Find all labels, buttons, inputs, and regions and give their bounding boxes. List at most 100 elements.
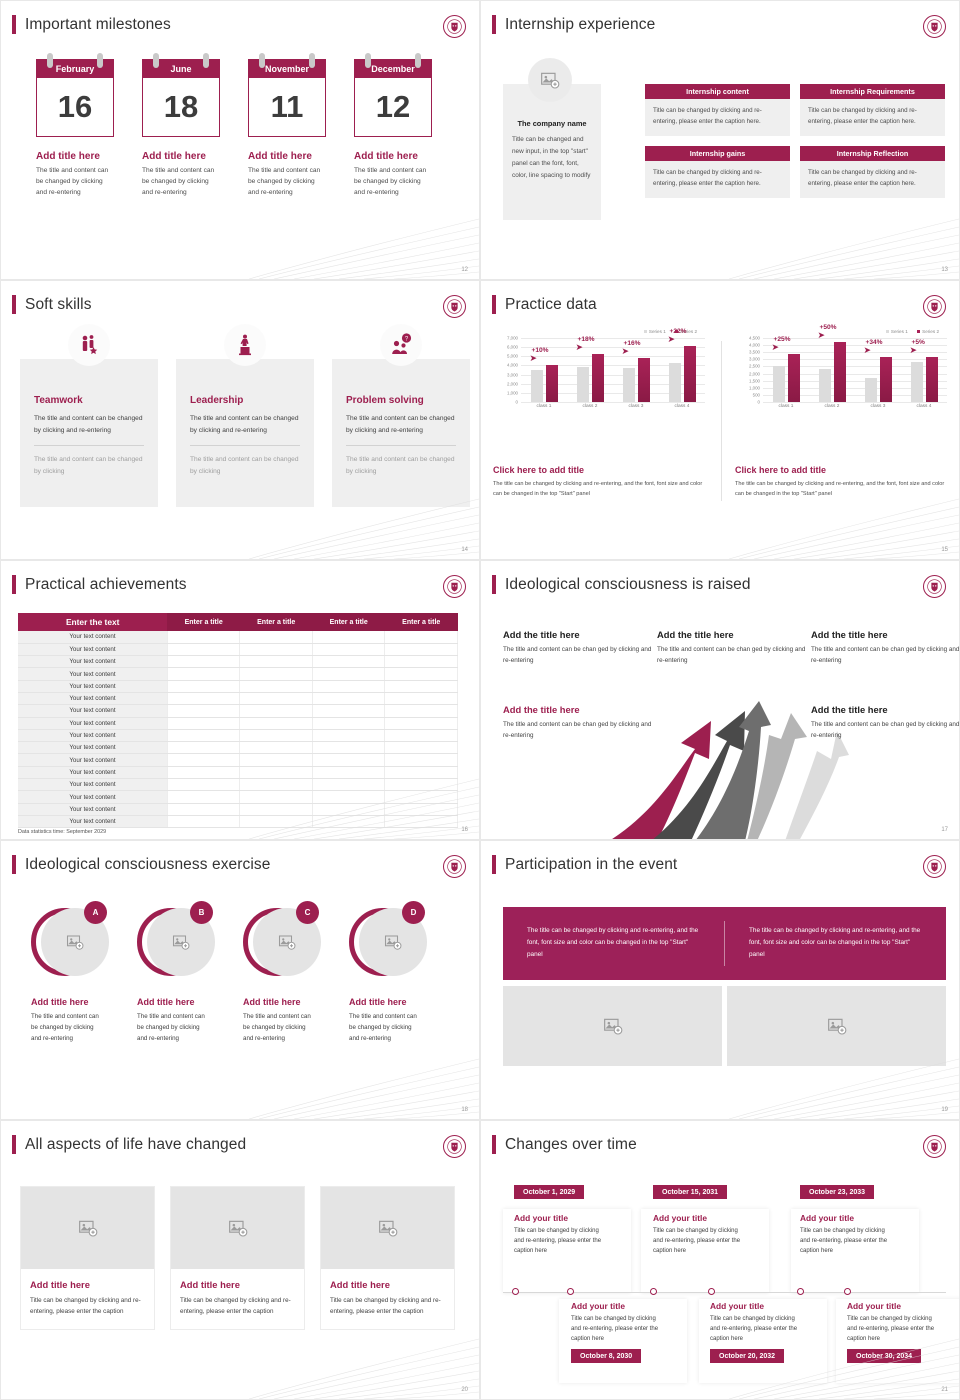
table-cell[interactable] <box>384 729 458 743</box>
milestone-card[interactable]: November 11 Add title here The title and… <box>248 53 326 199</box>
image-placeholder-icon[interactable] <box>321 1187 454 1269</box>
image-placeholder-icon[interactable] <box>171 1187 304 1269</box>
table-cell[interactable] <box>239 803 313 816</box>
table-cell[interactable] <box>239 729 313 743</box>
content-card[interactable]: Add title here Title can be changed by c… <box>20 1186 155 1331</box>
image-placeholder-icon[interactable] <box>727 986 946 1066</box>
table-cell[interactable] <box>167 717 241 730</box>
table-header-cell[interactable]: Enter the text <box>18 613 168 631</box>
table-cell[interactable] <box>384 803 458 816</box>
timeline-dot[interactable] <box>512 1288 519 1295</box>
internship-panel[interactable]: Internship gains Title can be changed by… <box>645 146 790 198</box>
table-cell[interactable] <box>312 643 386 657</box>
table-row[interactable]: Your text content <box>18 790 458 804</box>
table-row[interactable]: Your text content <box>18 741 458 755</box>
table-cell[interactable] <box>384 667 458 681</box>
table-cell[interactable] <box>384 692 458 706</box>
image-placeholder-icon[interactable] <box>503 986 722 1066</box>
table-cell[interactable] <box>239 655 313 669</box>
table-cell[interactable] <box>167 753 241 767</box>
table-cell[interactable]: Your text content <box>18 655 168 669</box>
table-cell[interactable] <box>167 704 241 718</box>
table-cell[interactable]: Your text content <box>18 803 168 816</box>
milestone-card[interactable]: December 12 Add title here The title and… <box>354 53 432 199</box>
table-cell[interactable] <box>312 778 386 792</box>
arrow-item-2[interactable]: Add the title here The title and content… <box>657 629 807 666</box>
table-cell[interactable]: Your text content <box>18 680 168 693</box>
table-cell[interactable] <box>312 655 386 669</box>
table-cell[interactable] <box>167 667 241 681</box>
table-cell[interactable] <box>167 680 241 693</box>
table-cell[interactable] <box>239 790 313 804</box>
internship-panel[interactable]: Internship Requirements Title can be cha… <box>800 84 945 136</box>
table-cell[interactable] <box>167 643 241 657</box>
table-cell[interactable] <box>312 692 386 706</box>
slide-ideological-consciousness-exercise[interactable]: Ideological consciousness exercise A Add… <box>0 840 480 1120</box>
table-cell[interactable] <box>239 741 313 755</box>
table-row[interactable]: Your text content <box>18 778 458 792</box>
table-row[interactable]: Your text content <box>18 643 458 657</box>
table-row[interactable]: Your text content <box>18 631 458 644</box>
table-cell[interactable] <box>167 692 241 706</box>
table-cell[interactable] <box>312 753 386 767</box>
table-cell[interactable] <box>384 655 458 669</box>
circle-card[interactable]: A Add title here The title and content c… <box>31 901 109 1045</box>
table-cell[interactable] <box>239 643 313 657</box>
content-card[interactable]: Add title here Title can be changed by c… <box>320 1186 455 1331</box>
slide-internship-experience[interactable]: Internship experience The company name T… <box>480 0 960 280</box>
content-card[interactable]: Add title here Title can be changed by c… <box>170 1186 305 1331</box>
image-placeholder-icon[interactable] <box>21 1187 154 1269</box>
circle-card[interactable]: C Add title here The title and content c… <box>243 901 321 1045</box>
table-cell[interactable] <box>384 741 458 755</box>
internship-panel[interactable]: Internship content Title can be changed … <box>645 84 790 136</box>
table-cell[interactable] <box>312 704 386 718</box>
table-row[interactable]: Your text content <box>18 815 458 829</box>
image-placeholder-icon[interactable] <box>528 58 572 102</box>
table-cell[interactable] <box>312 803 386 816</box>
table-row[interactable]: Your text content <box>18 667 458 681</box>
table-cell[interactable] <box>312 766 386 780</box>
table-cell[interactable] <box>312 631 386 644</box>
table-cell[interactable] <box>384 778 458 792</box>
slide-practical-achievements[interactable]: Practical achievements Enter the text Ent… <box>0 560 480 840</box>
table-cell[interactable] <box>239 631 313 644</box>
table-cell[interactable] <box>239 667 313 681</box>
table-row[interactable]: Your text content <box>18 803 458 816</box>
circle-card[interactable]: D Add title here The title and content c… <box>349 901 427 1045</box>
table-cell[interactable]: Your text content <box>18 815 168 829</box>
table-cell[interactable] <box>312 717 386 730</box>
table-cell[interactable]: Your text content <box>18 704 168 718</box>
table-cell[interactable] <box>312 790 386 804</box>
table-cell[interactable] <box>239 778 313 792</box>
table-cell[interactable] <box>239 815 313 829</box>
table-cell[interactable] <box>312 815 386 829</box>
table-cell[interactable]: Your text content <box>18 790 168 804</box>
table-cell[interactable] <box>239 753 313 767</box>
table-cell[interactable] <box>167 655 241 669</box>
table-cell[interactable]: Your text content <box>18 643 168 657</box>
skill-card[interactable]: ? Problem solving The title and content … <box>332 324 470 507</box>
arrow-item-4[interactable]: Add the title here The title and content… <box>503 704 653 741</box>
skill-card[interactable]: Teamwork The title and content can be ch… <box>20 324 158 507</box>
table-cell[interactable] <box>167 741 241 755</box>
table-row[interactable]: Your text content <box>18 753 458 767</box>
skill-card[interactable]: Leadership The title and content can be … <box>176 324 314 507</box>
arrow-item-5[interactable]: Add the title here The title and content… <box>811 704 959 741</box>
table-row[interactable]: Your text content <box>18 692 458 706</box>
circle-card[interactable]: B Add title here The title and content c… <box>137 901 215 1045</box>
table-cell[interactable] <box>384 680 458 693</box>
slide-participation-in-the-event[interactable]: Participation in the event The title can… <box>480 840 960 1120</box>
table-cell[interactable] <box>312 741 386 755</box>
table-cell[interactable] <box>167 790 241 804</box>
table-cell[interactable] <box>239 692 313 706</box>
table-cell[interactable] <box>384 815 458 829</box>
slide-practice-data[interactable]: Practice data Series 1 Series 2 0 1,000 2,00… <box>480 280 960 560</box>
slide-important-milestones[interactable]: Important milestones February 16 Add tit… <box>0 0 480 280</box>
table-cell[interactable]: Your text content <box>18 717 168 730</box>
table-header-cell[interactable]: Enter a title <box>384 613 458 631</box>
table-header-cell[interactable]: Enter a title <box>239 613 313 631</box>
table-cell[interactable] <box>239 704 313 718</box>
table-cell[interactable]: Your text content <box>18 753 168 767</box>
table-cell[interactable] <box>167 815 241 829</box>
table-cell[interactable] <box>167 766 241 780</box>
